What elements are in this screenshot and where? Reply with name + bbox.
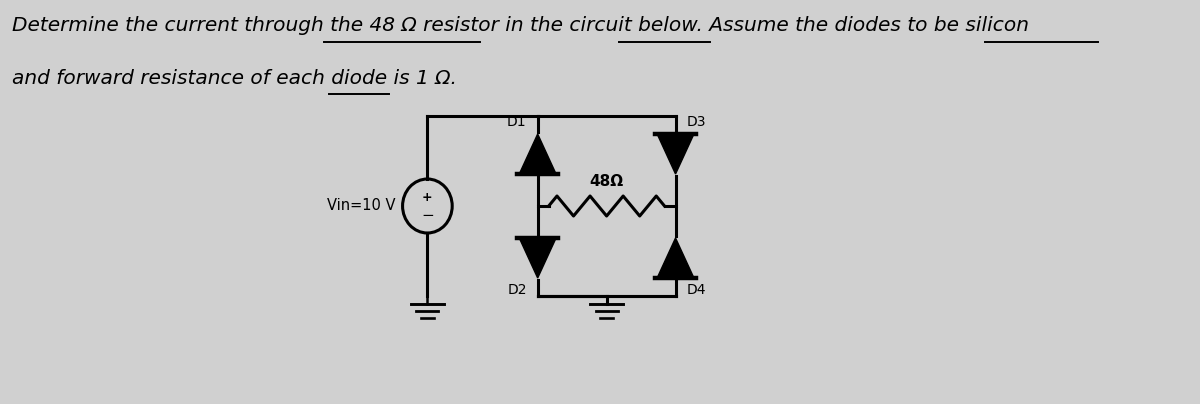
Text: D2: D2 bbox=[508, 283, 527, 297]
Polygon shape bbox=[658, 238, 694, 278]
Text: D3: D3 bbox=[686, 115, 706, 129]
Polygon shape bbox=[520, 238, 556, 278]
Polygon shape bbox=[520, 134, 556, 174]
Text: D1: D1 bbox=[508, 115, 527, 129]
Text: Determine the current through the 48 Ω resistor in the circuit below. Assume the: Determine the current through the 48 Ω r… bbox=[12, 16, 1028, 35]
Text: 48Ω: 48Ω bbox=[589, 174, 624, 189]
Text: and forward resistance of each diode is 1 Ω.: and forward resistance of each diode is … bbox=[12, 69, 457, 88]
Text: D4: D4 bbox=[686, 283, 706, 297]
Text: Vin=10 V: Vin=10 V bbox=[326, 198, 395, 213]
Text: +: + bbox=[422, 191, 433, 204]
Polygon shape bbox=[658, 134, 694, 174]
Text: −: − bbox=[421, 208, 433, 223]
